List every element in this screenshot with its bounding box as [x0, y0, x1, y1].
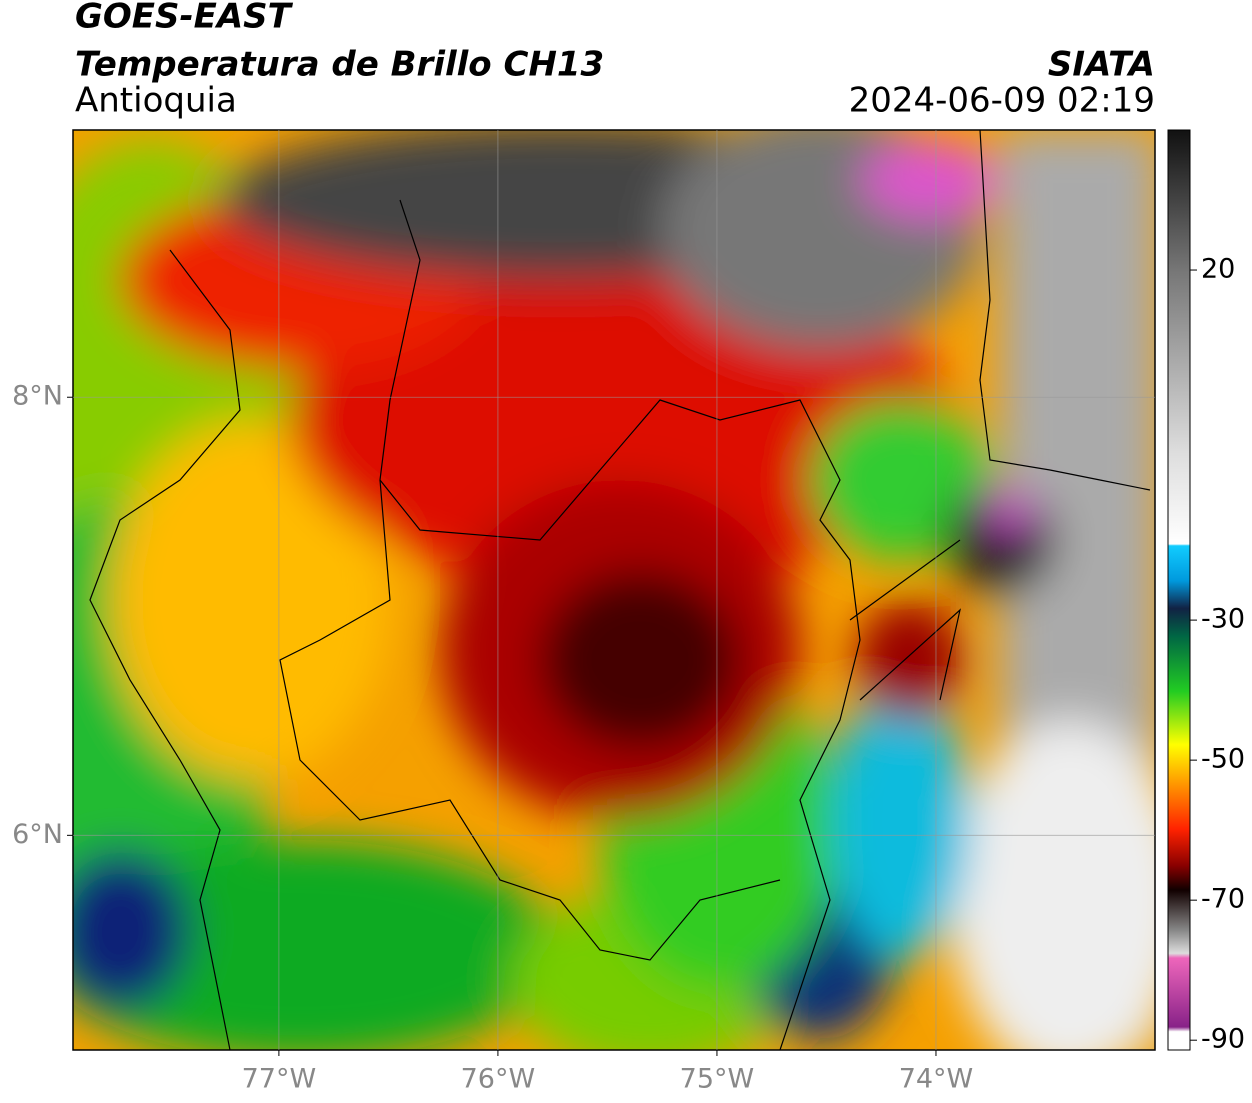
x-tick-label: 76°W	[461, 1064, 536, 1095]
source: SIATA	[1048, 45, 1155, 85]
y-tick-label: 6°N	[12, 819, 63, 850]
map-frame	[72, 129, 1156, 1051]
colorbar-label: -50	[1201, 744, 1245, 775]
colorbar-label: -90	[1201, 1024, 1245, 1055]
region: Antioquia	[75, 81, 237, 121]
colorbar-label: 20	[1201, 254, 1235, 285]
x-tick-label: 75°W	[680, 1064, 755, 1095]
subtitle: Temperatura de Brillo CH13	[75, 45, 604, 85]
colorbar-label: -30	[1201, 604, 1245, 635]
datetime: 2024-06-09 02:19	[849, 81, 1155, 121]
y-tick-label: 8°N	[12, 381, 63, 412]
x-tick-label: 74°W	[899, 1064, 974, 1095]
title: GOES-EAST	[75, 0, 294, 37]
x-tick-label: 77°W	[242, 1064, 317, 1095]
satellite-image	[73, 130, 1155, 1050]
colorbar	[1167, 129, 1191, 1051]
colorbar-label: -70	[1201, 884, 1245, 915]
